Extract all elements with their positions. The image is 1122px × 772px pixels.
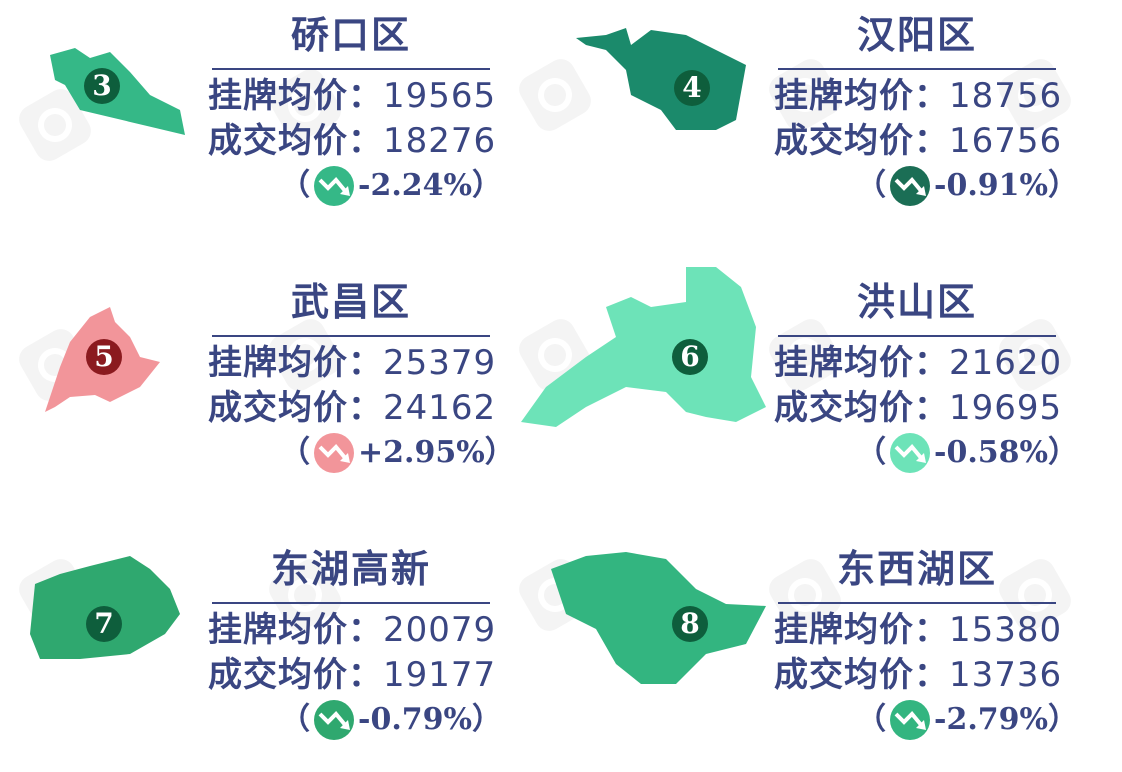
- price-change: （ -0.91% ）: [856, 166, 1078, 206]
- deal-price-value: 24162: [383, 388, 497, 428]
- district-number-badge: 6: [672, 339, 708, 375]
- deal-price-label: 成交均价：: [774, 121, 949, 161]
- district-name: 东西湖区: [836, 547, 997, 591]
- price-change: （ -0.79% ）: [280, 700, 502, 740]
- listing-price-row: 挂牌均价：19565: [208, 76, 496, 116]
- district-map-shape: [50, 48, 185, 135]
- listing-price-value: 15380: [949, 610, 1063, 650]
- district-name: 硚口区: [290, 13, 411, 57]
- listing-price-value: 18756: [949, 76, 1063, 116]
- district-map-shape: [576, 28, 746, 130]
- district-name: 东湖高新: [270, 547, 431, 591]
- listing-price-label: 挂牌均价：: [774, 343, 949, 383]
- listing-price-label: 挂牌均价：: [208, 343, 383, 383]
- trend-down-icon: [314, 433, 354, 473]
- close-paren: ）: [1048, 702, 1079, 737]
- price-change: （ +2.95% ）: [280, 433, 515, 473]
- change-percent: -2.24%: [358, 168, 473, 203]
- close-paren: ）: [1048, 168, 1079, 203]
- district-number-badge: 4: [674, 70, 710, 106]
- close-paren: ）: [472, 168, 503, 203]
- deal-price-row: 成交均价：18276: [208, 121, 496, 161]
- deal-price-value: 19177: [383, 655, 497, 695]
- district-name: 洪山区: [856, 280, 977, 324]
- trend-down-icon: [890, 433, 930, 473]
- listing-price-row: 挂牌均价：18756: [774, 76, 1062, 116]
- listing-price-label: 挂牌均价：: [774, 610, 949, 650]
- close-paren: ）: [1048, 435, 1079, 470]
- deal-price-value: 18276: [383, 121, 497, 161]
- district-number-badge: 7: [86, 606, 122, 642]
- deal-price-row: 成交均价：19695: [774, 388, 1062, 428]
- change-percent: -0.58%: [934, 435, 1049, 470]
- title-divider: [212, 335, 490, 337]
- deal-price-row: 成交均价：16756: [774, 121, 1062, 161]
- listing-price-row: 挂牌均价：15380: [774, 610, 1062, 650]
- listing-price-label: 挂牌均价：: [208, 610, 383, 650]
- district-map-shape: [521, 267, 766, 427]
- deal-price-row: 成交均价：13736: [774, 655, 1062, 695]
- deal-price-value: 19695: [949, 388, 1063, 428]
- deal-price-label: 成交均价：: [208, 121, 383, 161]
- district-number-badge: 3: [84, 68, 120, 104]
- change-percent: -0.91%: [934, 168, 1049, 203]
- deal-price-label: 成交均价：: [208, 388, 383, 428]
- deal-price-label: 成交均价：: [774, 655, 949, 695]
- open-paren: （: [280, 702, 310, 737]
- open-paren: （: [280, 435, 310, 470]
- change-percent: -2.79%: [934, 702, 1049, 737]
- trend-down-icon: [314, 700, 354, 740]
- district-card: 5 武昌区 挂牌均价：25379 成交均价：24162 （ +2.95% ）: [0, 267, 560, 527]
- district-number-badge: 8: [672, 606, 708, 642]
- district-card: 4 汉阳区 挂牌均价：18756 成交均价：16756 （ -0.91% ）: [566, 0, 1122, 260]
- change-percent: +2.95%: [358, 435, 485, 470]
- title-divider: [212, 602, 490, 604]
- district-name: 汉阳区: [856, 13, 977, 57]
- title-divider: [212, 68, 490, 70]
- deal-price-row: 成交均价：24162: [208, 388, 496, 428]
- trend-down-icon: [314, 166, 354, 206]
- listing-price-row: 挂牌均价：25379: [208, 343, 496, 383]
- open-paren: （: [856, 435, 886, 470]
- district-card: 3 硚口区 挂牌均价：19565 成交均价：18276 （ -2.24% ）: [0, 0, 560, 260]
- price-change: （ -0.58% ）: [856, 433, 1078, 473]
- open-paren: （: [856, 702, 886, 737]
- deal-price-label: 成交均价：: [208, 655, 383, 695]
- title-divider: [778, 68, 1056, 70]
- trend-down-icon: [890, 166, 930, 206]
- price-change: （ -2.79% ）: [856, 700, 1078, 740]
- open-paren: （: [280, 168, 310, 203]
- close-paren: ）: [472, 702, 503, 737]
- listing-price-label: 挂牌均价：: [208, 76, 383, 116]
- deal-price-label: 成交均价：: [774, 388, 949, 428]
- listing-price-value: 20079: [383, 610, 497, 650]
- price-change: （ -2.24% ）: [280, 166, 502, 206]
- district-map-shape: [30, 556, 180, 659]
- district-card: 8 东西湖区 挂牌均价：15380 成交均价：13736 （ -2.79% ）: [551, 534, 1122, 772]
- trend-down-icon: [890, 700, 930, 740]
- close-paren: ）: [484, 435, 515, 470]
- title-divider: [778, 602, 1056, 604]
- listing-price-value: 21620: [949, 343, 1063, 383]
- listing-price-value: 19565: [383, 76, 497, 116]
- district-map-shape: [45, 307, 160, 412]
- district-name: 武昌区: [290, 280, 411, 324]
- listing-price-label: 挂牌均价：: [774, 76, 949, 116]
- listing-price-row: 挂牌均价：20079: [208, 610, 496, 650]
- district-number-badge: 5: [86, 339, 122, 375]
- listing-price-row: 挂牌均价：21620: [774, 343, 1062, 383]
- listing-price-value: 25379: [383, 343, 497, 383]
- title-divider: [778, 335, 1056, 337]
- district-map-shape: [551, 552, 766, 684]
- open-paren: （: [856, 168, 886, 203]
- deal-price-value: 13736: [949, 655, 1063, 695]
- deal-price-value: 16756: [949, 121, 1063, 161]
- district-card: 6 洪山区 挂牌均价：21620 成交均价：19695 （ -0.58% ）: [521, 267, 1122, 527]
- change-percent: -0.79%: [358, 702, 473, 737]
- district-card: 7 东湖高新 挂牌均价：20079 成交均价：19177 （ -0.79% ）: [0, 534, 560, 772]
- deal-price-row: 成交均价：19177: [208, 655, 496, 695]
